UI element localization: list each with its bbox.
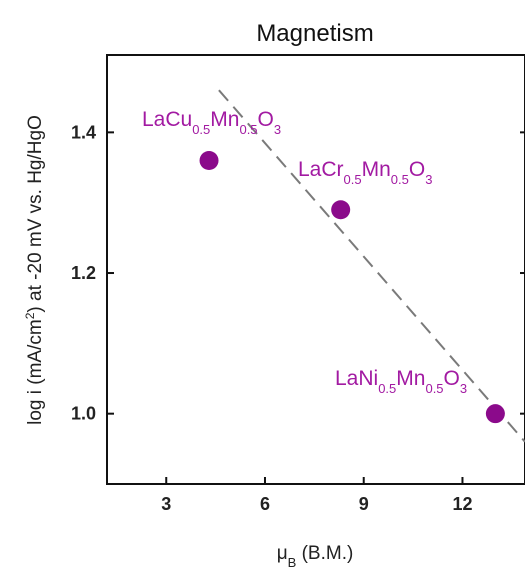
x-axis-label-sub: B	[288, 555, 297, 569]
plot-frame	[106, 54, 525, 485]
data-point	[331, 200, 351, 220]
data-point	[199, 150, 219, 170]
y-tick-label: 1.0	[71, 404, 96, 424]
point-label-text: Mn	[362, 158, 391, 181]
x-axis-label-main: μ	[277, 543, 288, 564]
point-label-subscript: 0.5	[192, 122, 210, 137]
point-label-subscript: 3	[274, 122, 281, 137]
y-axis-label-part2: ) at -20 mV vs. Hg/HgO	[25, 115, 46, 312]
point-label: LaCu0.5Mn0.5O3	[142, 108, 281, 137]
x-tick-label: 6	[260, 494, 270, 514]
x-tick-label: 9	[359, 494, 369, 514]
x-axis-label: μB (B.M.)	[277, 543, 354, 568]
x-tick-label: 3	[161, 494, 171, 514]
chart-title: Magnetism	[256, 20, 373, 47]
trend-line	[218, 89, 525, 443]
point-label-subscript: 0.5	[344, 172, 362, 187]
y-axis-label-superscript: 2	[23, 312, 37, 319]
point-label-text: O	[444, 367, 460, 390]
point-label-text: LaCr	[298, 158, 344, 181]
point-label-subscript: 3	[425, 172, 432, 187]
point-label-subscript: 0.5	[425, 381, 443, 396]
point-label-text: O	[258, 108, 274, 131]
point-label: LaCr0.5Mn0.5O3	[298, 158, 432, 187]
point-label-subscript: 0.5	[239, 122, 257, 137]
point-label-subscript: 0.5	[391, 172, 409, 187]
y-axis-label-part1: log i (mA/cm	[25, 319, 46, 425]
x-tick-label: 12	[452, 494, 472, 514]
y-axis-label: log i (mA/cm2) at -20 mV vs. Hg/HgO	[23, 115, 46, 425]
point-label-text: LaCu	[142, 108, 192, 131]
point-label-text: O	[409, 158, 425, 181]
y-tick-label: 1.4	[71, 122, 96, 142]
point-label-subscript: 3	[460, 381, 467, 396]
y-tick-label: 1.2	[71, 263, 96, 283]
data-point	[485, 404, 505, 424]
point-label-text: Mn	[210, 108, 239, 131]
point-label-text: LaNi	[335, 367, 378, 390]
point-label-text: Mn	[396, 367, 425, 390]
point-label: LaNi0.5Mn0.5O3	[335, 367, 467, 396]
x-axis-label-tail: (B.M.)	[296, 543, 353, 564]
point-label-subscript: 0.5	[378, 381, 396, 396]
chart-layer: 3 6 9 121.01.21.4LaCu0.5Mn0.5O3LaCr0.5Mn0.5…	[71, 89, 525, 514]
